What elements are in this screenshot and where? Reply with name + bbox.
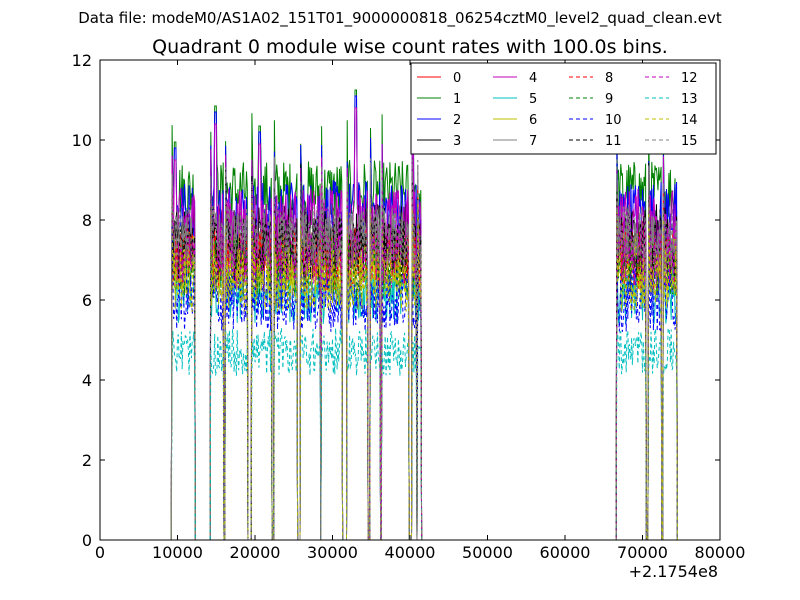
legend-label-2: 2 (453, 113, 461, 128)
legend-label-9: 9 (605, 92, 613, 107)
legend-box (410, 62, 717, 155)
y-tick-label: 6 (82, 291, 92, 310)
x-tick-label: 0 (95, 543, 105, 562)
legend-label-11: 11 (605, 134, 622, 149)
legend-label-7: 7 (529, 134, 537, 149)
legend-label-12: 12 (681, 71, 698, 86)
x-tick-label: 80000 (695, 543, 746, 562)
series-line-4 (100, 99, 720, 540)
y-tick-label: 2 (82, 451, 92, 470)
legend-label-1: 1 (453, 92, 461, 107)
series-line-13 (100, 327, 720, 540)
legend-label-14: 14 (681, 113, 698, 128)
chart-title: Quadrant 0 module wise count rates with … (152, 36, 668, 58)
y-tick-label: 8 (82, 211, 92, 230)
y-tick-label: 10 (72, 131, 92, 150)
x-offset-label: +2.1754e8 (629, 562, 718, 581)
series-line-12 (100, 181, 720, 540)
series-line-11 (100, 169, 720, 540)
legend-label-3: 3 (453, 134, 461, 149)
series-line-2 (100, 87, 720, 540)
legend-label-8: 8 (605, 71, 613, 86)
y-tick-label: 12 (72, 51, 92, 70)
legend-label-6: 6 (529, 113, 537, 128)
x-tick-label: 60000 (540, 543, 591, 562)
x-tick-label: 20000 (230, 543, 281, 562)
legend-label-15: 15 (681, 134, 698, 149)
x-tick-label: 40000 (385, 543, 436, 562)
x-tick-label: 30000 (307, 543, 358, 562)
legend-label-0: 0 (453, 71, 461, 86)
x-tick-label: 70000 (617, 543, 668, 562)
legend-label-5: 5 (529, 92, 537, 107)
y-tick-label: 4 (82, 371, 92, 390)
y-tick-label: 0 (82, 531, 92, 550)
series-line-15 (100, 156, 720, 540)
x-tick-label: 10000 (152, 543, 203, 562)
data-file-suptitle: Data file: modeM0/AS1A02_151T01_90000008… (78, 9, 722, 27)
legend-label-13: 13 (681, 92, 698, 107)
x-tick-label: 50000 (462, 543, 513, 562)
legend-label-4: 4 (529, 71, 537, 86)
legend-label-10: 10 (605, 113, 622, 128)
